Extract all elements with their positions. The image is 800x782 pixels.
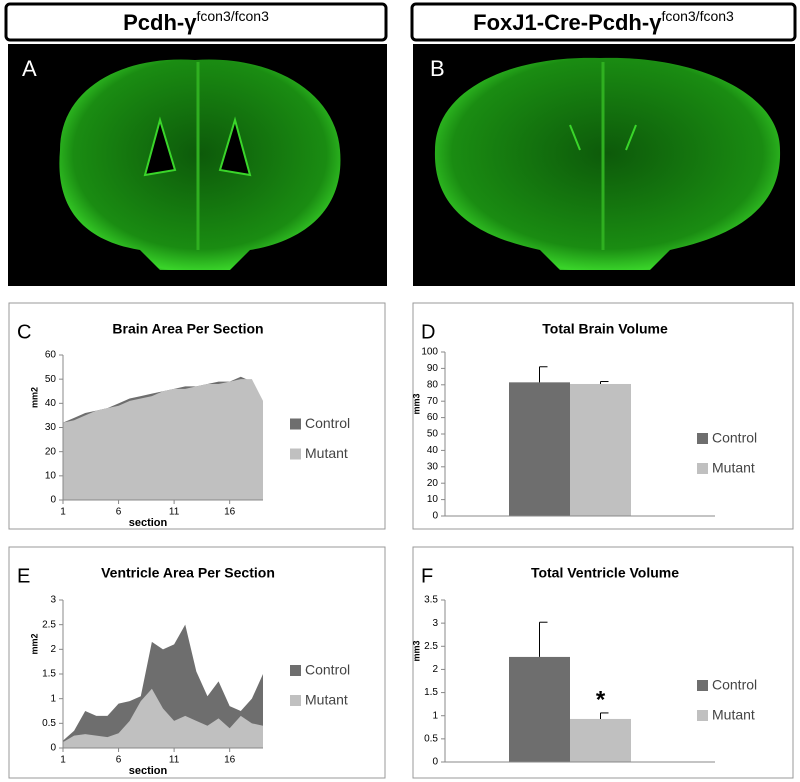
bar bbox=[570, 718, 631, 762]
header-title: Pcdh-γfcon3/fcon3 bbox=[123, 8, 269, 35]
chart-title: Brain Area Per Section bbox=[112, 321, 263, 337]
header-superscript: fcon3/fcon3 bbox=[196, 8, 269, 24]
legend-label: Control bbox=[712, 430, 757, 446]
y-tick-label: 100 bbox=[421, 347, 438, 358]
panel-letter: D bbox=[421, 321, 435, 343]
header-superscript: fcon3/fcon3 bbox=[661, 8, 734, 24]
x-tick-label: 11 bbox=[169, 755, 180, 766]
panel-letter: C bbox=[17, 321, 31, 343]
bar bbox=[509, 382, 570, 516]
chart-title: Total Brain Volume bbox=[542, 321, 668, 337]
legend-swatch bbox=[697, 433, 708, 444]
y-tick-label: 2 bbox=[50, 644, 56, 655]
area bbox=[63, 624, 263, 748]
y-tick-label: 30 bbox=[427, 461, 439, 472]
header-box bbox=[410, 2, 797, 42]
brain-image-a bbox=[8, 44, 387, 286]
legend-label: Control bbox=[712, 677, 757, 693]
y-tick-label: 20 bbox=[45, 446, 57, 457]
brain-image-b bbox=[413, 44, 795, 286]
y-tick-label: 0.5 bbox=[424, 733, 438, 744]
panel-letter: F bbox=[421, 565, 433, 587]
y-tick-label: 0 bbox=[50, 743, 56, 754]
chart-title: Total Ventricle Volume bbox=[531, 565, 679, 581]
area bbox=[63, 688, 263, 748]
y-tick-label: 60 bbox=[45, 350, 57, 361]
error-bar bbox=[600, 381, 609, 384]
area bbox=[63, 379, 263, 500]
y-tick-label: 10 bbox=[427, 494, 439, 505]
x-axis-label: section bbox=[129, 517, 168, 529]
x-tick-label: 6 bbox=[116, 507, 122, 518]
y-axis-label: mm3 bbox=[411, 393, 421, 414]
header-box bbox=[4, 2, 388, 42]
y-tick-label: 60 bbox=[427, 412, 439, 423]
y-tick-label: 2.5 bbox=[424, 641, 438, 652]
x-axis-label: section bbox=[129, 765, 168, 777]
x-tick-label: 6 bbox=[116, 755, 122, 766]
header-text: Pcdh-γ bbox=[123, 10, 197, 35]
legend-swatch bbox=[290, 448, 301, 460]
annotation: * bbox=[596, 686, 606, 713]
y-tick-label: 0 bbox=[432, 511, 438, 522]
y-tick-label: 1 bbox=[50, 693, 56, 704]
legend-label: Mutant bbox=[305, 445, 348, 461]
bar bbox=[509, 656, 570, 762]
x-tick-label: 1 bbox=[60, 755, 66, 766]
y-axis-label: mm2 bbox=[29, 633, 39, 654]
legend-label: Mutant bbox=[712, 707, 755, 723]
panel-letter: E bbox=[17, 565, 30, 587]
y-tick-label: 80 bbox=[427, 379, 439, 390]
chart-title: Ventricle Area Per Section bbox=[101, 565, 275, 581]
legend-label: Control bbox=[305, 662, 350, 678]
y-tick-label: 1.5 bbox=[42, 669, 56, 680]
y-tick-label: 3 bbox=[50, 595, 56, 606]
header-text: FoxJ1-Cre-Pcdh-γ bbox=[473, 10, 662, 35]
y-tick-label: 0.5 bbox=[42, 718, 56, 729]
y-tick-label: 50 bbox=[427, 429, 439, 440]
error-bar bbox=[539, 621, 548, 657]
y-tick-label: 2.5 bbox=[42, 619, 56, 630]
y-tick-label: 90 bbox=[427, 363, 439, 374]
legend-swatch bbox=[697, 680, 708, 691]
y-tick-label: 1 bbox=[432, 710, 438, 721]
y-tick-label: 50 bbox=[45, 374, 57, 385]
y-tick-label: 0 bbox=[432, 757, 438, 768]
x-tick-label: 1 bbox=[60, 507, 66, 518]
y-axis-label: mm3 bbox=[411, 640, 421, 661]
y-axis-label: mm2 bbox=[29, 387, 39, 408]
x-tick-label: 11 bbox=[169, 507, 180, 518]
error-bar bbox=[539, 366, 548, 383]
y-tick-label: 0 bbox=[50, 495, 56, 506]
bar bbox=[570, 383, 631, 516]
y-tick-label: 40 bbox=[45, 398, 57, 409]
y-tick-label: 70 bbox=[427, 396, 439, 407]
x-tick-label: 16 bbox=[224, 755, 236, 766]
header-title: FoxJ1-Cre-Pcdh-γfcon3/fcon3 bbox=[473, 8, 734, 35]
legend-swatch bbox=[697, 463, 708, 474]
legend-swatch bbox=[290, 695, 301, 706]
y-tick-label: 2 bbox=[432, 664, 438, 675]
y-tick-label: 30 bbox=[45, 422, 57, 433]
error-bar bbox=[600, 712, 609, 719]
y-tick-label: 3 bbox=[432, 618, 438, 629]
y-tick-label: 10 bbox=[45, 470, 57, 481]
y-tick-label: 40 bbox=[427, 445, 439, 456]
legend-swatch bbox=[290, 665, 301, 676]
legend-label: Mutant bbox=[305, 692, 348, 708]
legend-label: Mutant bbox=[712, 460, 755, 476]
y-tick-label: 20 bbox=[427, 478, 439, 489]
panel-letter: A bbox=[22, 56, 37, 81]
legend-swatch bbox=[290, 418, 301, 430]
panel-letter: B bbox=[430, 56, 445, 81]
legend-label: Control bbox=[305, 415, 350, 431]
y-tick-label: 1.5 bbox=[424, 687, 438, 698]
y-tick-label: 3.5 bbox=[424, 595, 438, 606]
x-tick-label: 16 bbox=[224, 507, 236, 518]
legend-swatch bbox=[697, 710, 708, 721]
